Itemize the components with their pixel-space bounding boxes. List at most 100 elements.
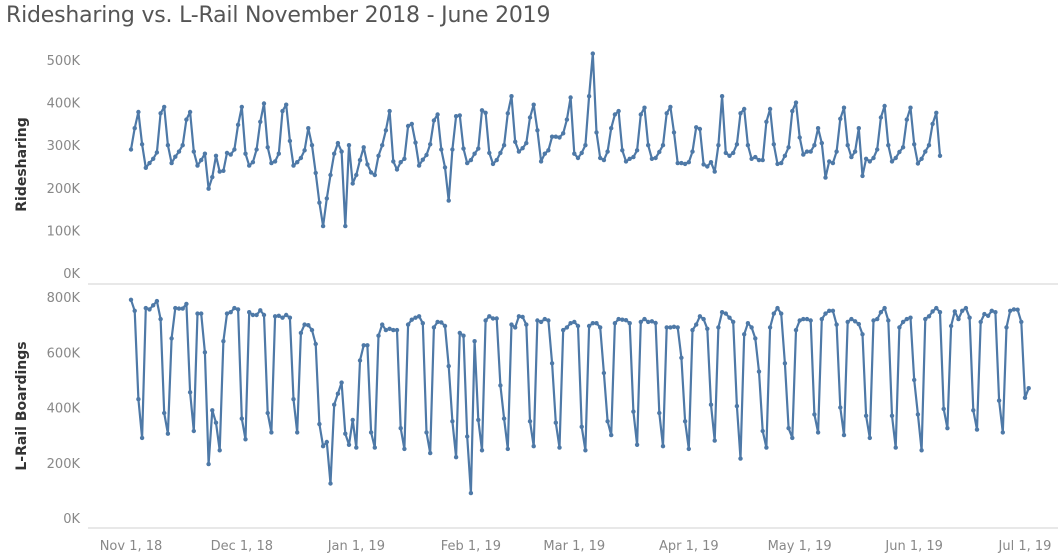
- data-point: [782, 153, 788, 158]
- data-point: [708, 160, 714, 165]
- data-point: [232, 147, 237, 152]
- data-point: [368, 430, 374, 435]
- data-point: [620, 148, 625, 153]
- data-point: [176, 306, 182, 311]
- data-point: [487, 314, 492, 319]
- data-point: [897, 149, 902, 155]
- data-point: [169, 160, 174, 166]
- data-point: [867, 435, 872, 441]
- data-point: [904, 316, 909, 322]
- data-point: [354, 172, 359, 178]
- data-point: [476, 417, 481, 423]
- data-point: [668, 104, 673, 110]
- data-point: [575, 155, 581, 161]
- data-point: [320, 223, 326, 229]
- data-point: [598, 155, 603, 161]
- data-point: [413, 315, 418, 320]
- data-point: [594, 130, 599, 135]
- data-point: [250, 160, 256, 165]
- chart-title: Ridesharing vs. L-Rail November 2018 - J…: [6, 3, 551, 28]
- data-point: [948, 323, 954, 329]
- data-point: [893, 155, 898, 161]
- data-point: [815, 126, 821, 131]
- data-point: [841, 105, 847, 110]
- data-point: [235, 122, 241, 128]
- data-point: [428, 450, 433, 456]
- data-point: [653, 320, 658, 326]
- data-point: [531, 444, 536, 449]
- data-point: [812, 412, 817, 417]
- data-point: [926, 143, 932, 148]
- data-point: [453, 114, 459, 119]
- data-point: [213, 153, 219, 158]
- data-point: [808, 149, 813, 154]
- data-point: [431, 325, 437, 330]
- data-point: [694, 322, 699, 327]
- data-point: [261, 312, 267, 318]
- data-point: [143, 165, 148, 170]
- data-point: [601, 157, 607, 163]
- data-point: [793, 327, 799, 333]
- data-point: [886, 318, 891, 323]
- data-point: [708, 402, 714, 407]
- series-line: [129, 52, 942, 228]
- data-point: [764, 445, 769, 450]
- data-point: [790, 108, 795, 114]
- data-point: [590, 51, 595, 56]
- data-point: [162, 410, 167, 416]
- data-point: [442, 165, 448, 170]
- data-point: [328, 172, 333, 178]
- data-point: [671, 130, 677, 135]
- series-layer: [128, 51, 1031, 496]
- data-point: [228, 310, 233, 315]
- data-point: [291, 163, 296, 168]
- data-point: [439, 320, 444, 325]
- data-point: [394, 327, 400, 333]
- data-point: [516, 314, 522, 319]
- data-point: [380, 322, 385, 327]
- data-point: [398, 160, 403, 165]
- data-point: [775, 305, 780, 311]
- data-point: [191, 149, 196, 154]
- data-point: [575, 323, 581, 329]
- data-point: [801, 316, 806, 322]
- data-point: [442, 323, 448, 329]
- data-point: [450, 419, 455, 424]
- data-point: [779, 311, 784, 316]
- data-point: [960, 308, 965, 313]
- data-point: [217, 169, 222, 174]
- data-point: [937, 153, 943, 158]
- data-point: [878, 115, 884, 120]
- data-point: [461, 146, 466, 151]
- data-point: [361, 145, 366, 150]
- data-point: [509, 94, 514, 99]
- data-point: [151, 303, 156, 308]
- data-point: [357, 358, 363, 363]
- data-point: [483, 318, 488, 323]
- data-point: [154, 298, 160, 304]
- data-point: [158, 111, 163, 116]
- data-point: [147, 307, 152, 312]
- data-point: [254, 312, 259, 318]
- data-point: [357, 157, 363, 163]
- data-point: [187, 109, 193, 115]
- data-point: [324, 439, 329, 445]
- data-point: [416, 314, 422, 319]
- data-point: [745, 143, 751, 148]
- data-point: [642, 316, 647, 322]
- data-point: [435, 112, 440, 117]
- y-tick-label: 0K: [63, 267, 80, 282]
- data-point: [531, 102, 536, 107]
- data-point: [199, 311, 204, 316]
- data-point: [1019, 319, 1024, 325]
- data-point: [690, 327, 695, 333]
- data-point: [564, 117, 570, 122]
- data-point: [779, 160, 784, 166]
- y-tick-label: 800K: [47, 291, 81, 306]
- data-point: [716, 143, 721, 148]
- data-point: [952, 309, 957, 314]
- data-point: [413, 140, 418, 145]
- data-point: [561, 327, 566, 333]
- data-point: [332, 151, 337, 156]
- data-point: [823, 175, 828, 180]
